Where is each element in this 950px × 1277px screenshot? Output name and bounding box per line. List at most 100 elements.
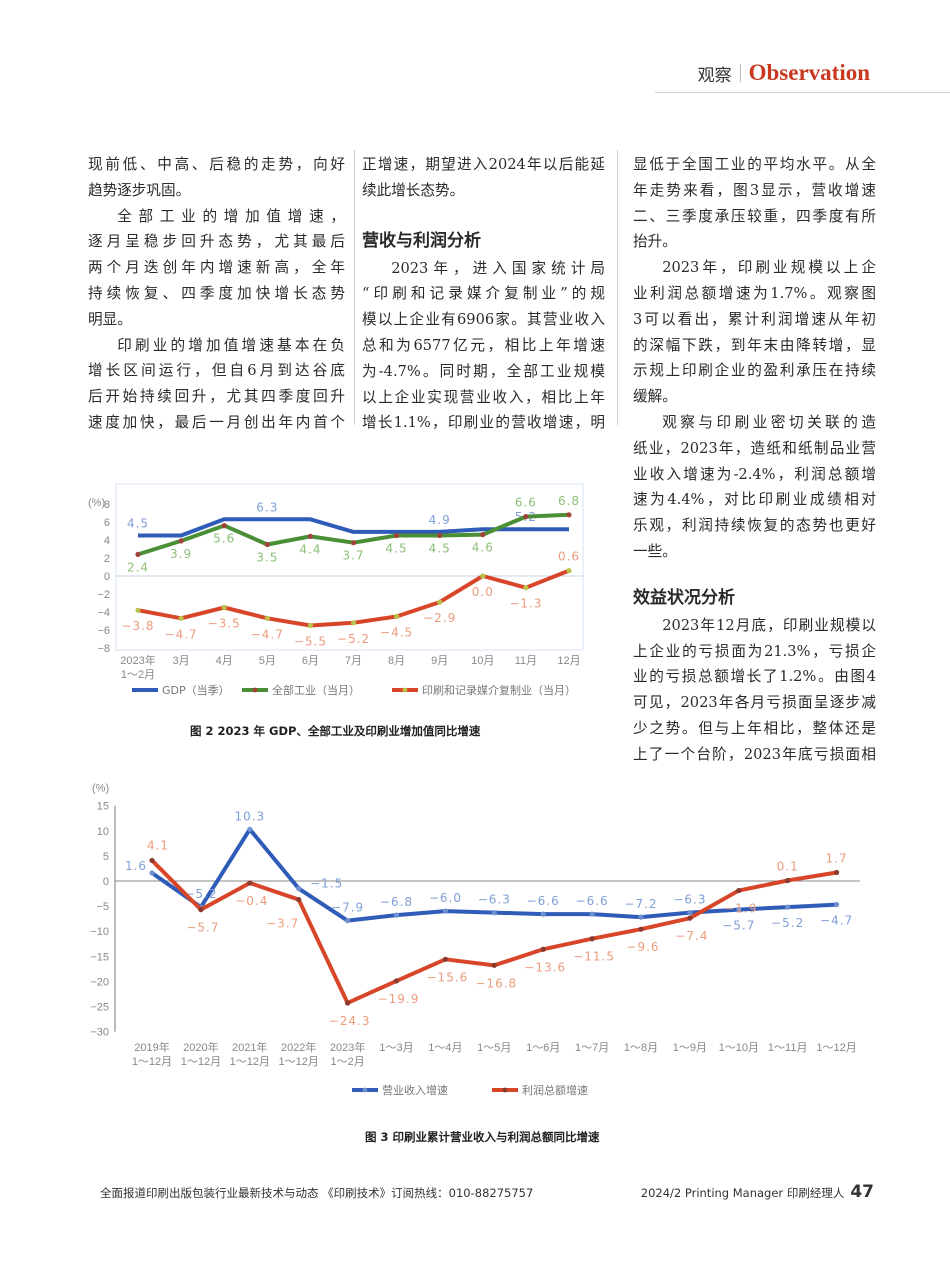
text-line: 续此增长态势。 (362, 181, 465, 199)
data-point (221, 604, 227, 611)
text-line: 示规上印刷企业的盈利承压在持续 (633, 362, 876, 380)
data-point (834, 869, 840, 876)
x-tick-label: 2022年 (281, 1040, 316, 1054)
text-line: 抬升。 (633, 233, 677, 251)
header-rule (655, 92, 950, 93)
x-tick-label: 3月 (173, 655, 190, 667)
data-point (834, 901, 840, 908)
y-tick-label: −10 (90, 926, 109, 938)
data-label: −6.8 (380, 895, 413, 909)
data-label: 5.6 (213, 532, 235, 546)
data-label: −3.7 (266, 917, 299, 931)
text-line: 一些。 (633, 542, 677, 560)
y-tick-label: −4 (97, 607, 110, 619)
text-line: 逐月呈稳步回升态势，尤其最后 (88, 233, 345, 251)
text-line: 以上企业实现营业收入，相比上年 (362, 388, 605, 406)
data-point (566, 512, 572, 518)
x-tick-label: 1～11月 (768, 1042, 808, 1054)
data-label: 0.1 (777, 859, 799, 873)
text-line: “印刷和记录媒介复制业”的规 (362, 285, 605, 303)
data-point (540, 911, 546, 917)
text-line: 趋势逐步巩固。 (88, 181, 191, 199)
data-point (687, 910, 693, 916)
data-label: −5.7 (186, 921, 219, 935)
text-column-3: 显低于全国工业的平均水平。从全 年走势来看，图3显示，营收增速 二、三季度承压较重，… (633, 152, 876, 768)
data-point (350, 540, 357, 546)
data-label: −19.9 (378, 992, 420, 1006)
y-tick-label: −8 (97, 643, 110, 655)
text-line: 的深幅下跌，到年末由降转增，显 (633, 336, 876, 354)
data-point (491, 962, 497, 968)
data-label: 0.0 (472, 585, 494, 599)
column-divider (354, 150, 355, 425)
text-line: 2023年，印刷业规模以上企 (662, 259, 876, 277)
y-tick-label: 15 (97, 801, 109, 813)
data-point (442, 908, 448, 914)
legend-marker (502, 1087, 508, 1093)
data-label: −24.3 (329, 1014, 371, 1028)
data-label: −5.2 (184, 887, 217, 901)
x-tick-label: 1～2月 (330, 1056, 364, 1068)
y-tick-label: 4 (104, 535, 110, 547)
data-label: −7.4 (675, 929, 708, 943)
text-line: 增长区间运行，但自6月到达谷底 (88, 362, 345, 380)
x-tick-label: 1～3月 (379, 1042, 413, 1054)
x-tick-label: 6月 (302, 655, 319, 667)
text-line: 观察与印刷业密切关联的造 (662, 413, 876, 431)
footer-issue: 2024/2 Printing Manager 印刷经理人 (640, 1186, 845, 1200)
data-label: 0.6 (558, 550, 580, 564)
data-point (135, 551, 141, 557)
text-line: 缓解。 (633, 388, 677, 406)
footer-magazine: 2024/2 Printing Manager 印刷经理人 47 (641, 1182, 874, 1202)
data-label: 6.3 (256, 500, 278, 514)
figure-2-caption: 图 2 2023 年 GDP、全部工业及印刷业增加值同比增速 (190, 724, 481, 738)
x-tick-label: 1～12月 (816, 1042, 856, 1054)
text-line: 可见，2023年各月亏损面呈逐步减 (633, 694, 876, 712)
y-unit-label: (%) (92, 783, 109, 795)
figure-3-caption: 图 3 印刷业累计营业收入与利润总额同比增速 (365, 1130, 600, 1144)
data-label: −4.5 (380, 626, 413, 640)
text-line: 总和为6577亿元，相比上年增速 (362, 336, 605, 354)
text-column-2: 正增速，期望进入2024年以后能延 续此增长态势。 营收与利润分析 2023年，进入国… (362, 152, 605, 436)
column-divider (617, 150, 618, 425)
section-title-en: Observation (748, 60, 870, 85)
data-label: −6.3 (478, 893, 511, 907)
data-label: −16.8 (475, 976, 517, 990)
text-line: 3可以看出，累计利润增速从年初 (633, 310, 876, 328)
text-line: 全部工业的增加值增速， (117, 207, 345, 225)
text-line: 速为4.4%，对比印刷业成绩相对 (633, 491, 876, 509)
x-tick-label: 1～5月 (477, 1042, 511, 1054)
page-number: 47 (850, 1182, 874, 1202)
text-line: 上了一个台阶，2023年底亏损面相 (633, 745, 876, 763)
data-point (523, 585, 529, 591)
x-tick-label: 10月 (471, 655, 494, 667)
data-point (687, 915, 693, 921)
text-line: 正增速，期望进入2024年以后能延 (362, 156, 605, 173)
y-tick-label: 0 (104, 571, 110, 583)
y-tick-label: 6 (104, 517, 110, 529)
data-label: 4.5 (386, 542, 408, 556)
data-point (345, 918, 351, 924)
data-label: −13.6 (524, 960, 566, 974)
data-point (247, 880, 253, 886)
y-tick-label: 0 (103, 876, 109, 888)
data-point (178, 538, 184, 544)
data-label: −7.2 (624, 897, 657, 911)
data-label: 4.9 (429, 513, 451, 527)
data-point (296, 896, 302, 903)
data-label: −9.6 (626, 940, 659, 954)
data-point (307, 622, 313, 629)
data-label: 4.5 (429, 542, 451, 556)
data-label: −6.3 (673, 893, 706, 907)
x-tick-label: 2023年 (120, 653, 155, 667)
x-tick-label: 9月 (431, 655, 448, 667)
text-column-1: 现前低、中高、后稳的走势，向好 趋势逐步巩固。 全部工业的增加值增速， 逐月呈稳步回升… (88, 152, 345, 436)
data-label: −5.5 (294, 635, 327, 649)
data-point (296, 885, 302, 892)
data-label: −3.8 (121, 619, 154, 633)
data-label: 2.4 (127, 560, 149, 574)
data-label: −7.9 (331, 901, 364, 915)
x-tick-label: 2019年 (134, 1040, 169, 1054)
data-point (638, 926, 644, 932)
data-label: −5.2 (337, 632, 370, 646)
